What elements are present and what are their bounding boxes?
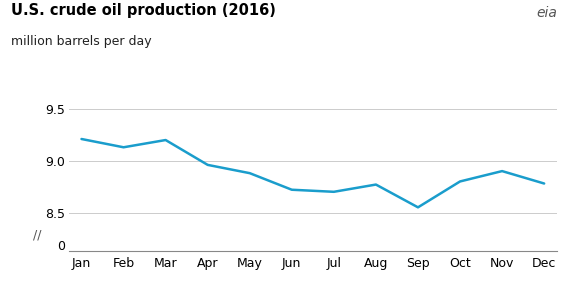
Text: U.S. crude oil production (2016): U.S. crude oil production (2016) <box>11 3 276 18</box>
Text: //: // <box>33 229 41 241</box>
Text: million barrels per day: million barrels per day <box>11 35 152 48</box>
Text: eia: eia <box>536 6 557 20</box>
